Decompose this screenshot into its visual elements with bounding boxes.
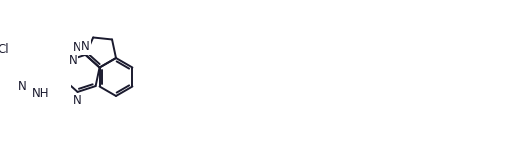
Text: NH: NH	[73, 41, 90, 54]
Text: N: N	[73, 94, 82, 107]
Text: N: N	[69, 54, 78, 67]
Text: NH: NH	[32, 87, 49, 100]
Text: Cl: Cl	[0, 43, 9, 56]
Text: N: N	[81, 40, 90, 53]
Text: N: N	[18, 80, 26, 93]
